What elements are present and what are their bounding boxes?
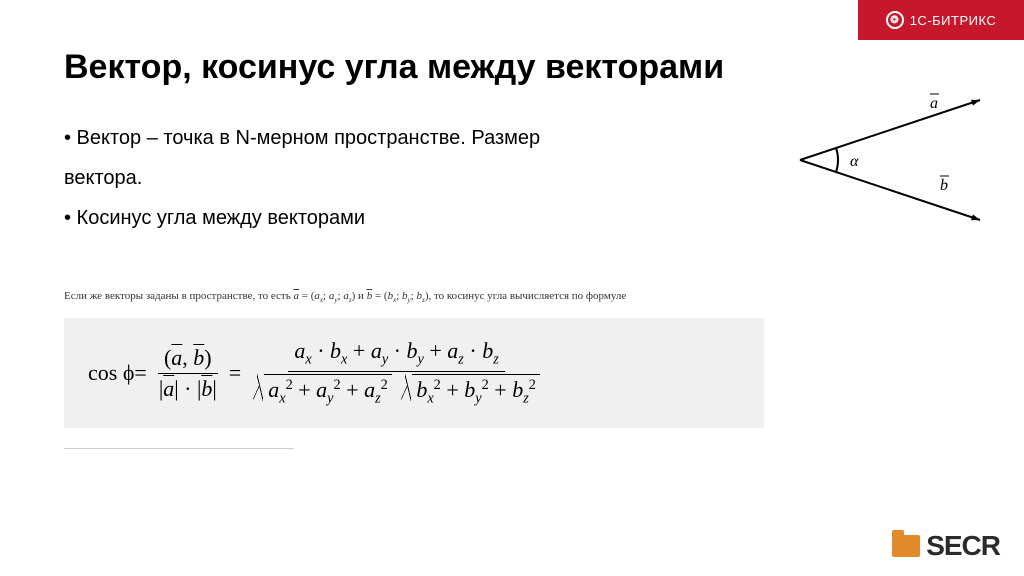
bitrix-text: 1С-БИТРИКС xyxy=(910,13,997,28)
vector-angle-diagram: a b α xyxy=(780,90,1000,230)
bullet-line: • Вектор – точка в N-мерном пространстве… xyxy=(64,118,624,158)
slide-title: Вектор, косинус угла между векторами xyxy=(64,48,724,87)
svg-text:b: b xyxy=(940,177,948,194)
folder-icon xyxy=(892,535,920,557)
formula-intro: Если же векторы заданы в пространстве, т… xyxy=(64,290,626,304)
fraction-2: ax · bx + ay · by + az · bz ax2 + ay2 + … xyxy=(247,336,546,409)
bullet-line: • Косинус угла между векторами xyxy=(64,198,624,238)
divider xyxy=(64,448,294,449)
bitrix-badge: ❂ 1С-БИТРИКС xyxy=(858,0,1024,40)
cosine-formula: cos ϕ = (a, b) |a| · |b| = ax · bx + ay … xyxy=(64,318,764,428)
fraction-1: (a, b) |a| · |b| xyxy=(153,343,223,404)
svg-text:a: a xyxy=(930,95,938,112)
secr-logo: SECR xyxy=(892,530,1000,562)
bitrix-icon: ❂ xyxy=(886,11,904,29)
bullet-list: • Вектор – точка в N-мерном пространстве… xyxy=(64,118,624,238)
bullet-line: вектора. xyxy=(64,158,624,198)
secr-text: SECR xyxy=(926,530,1000,562)
svg-text:α: α xyxy=(850,153,859,170)
